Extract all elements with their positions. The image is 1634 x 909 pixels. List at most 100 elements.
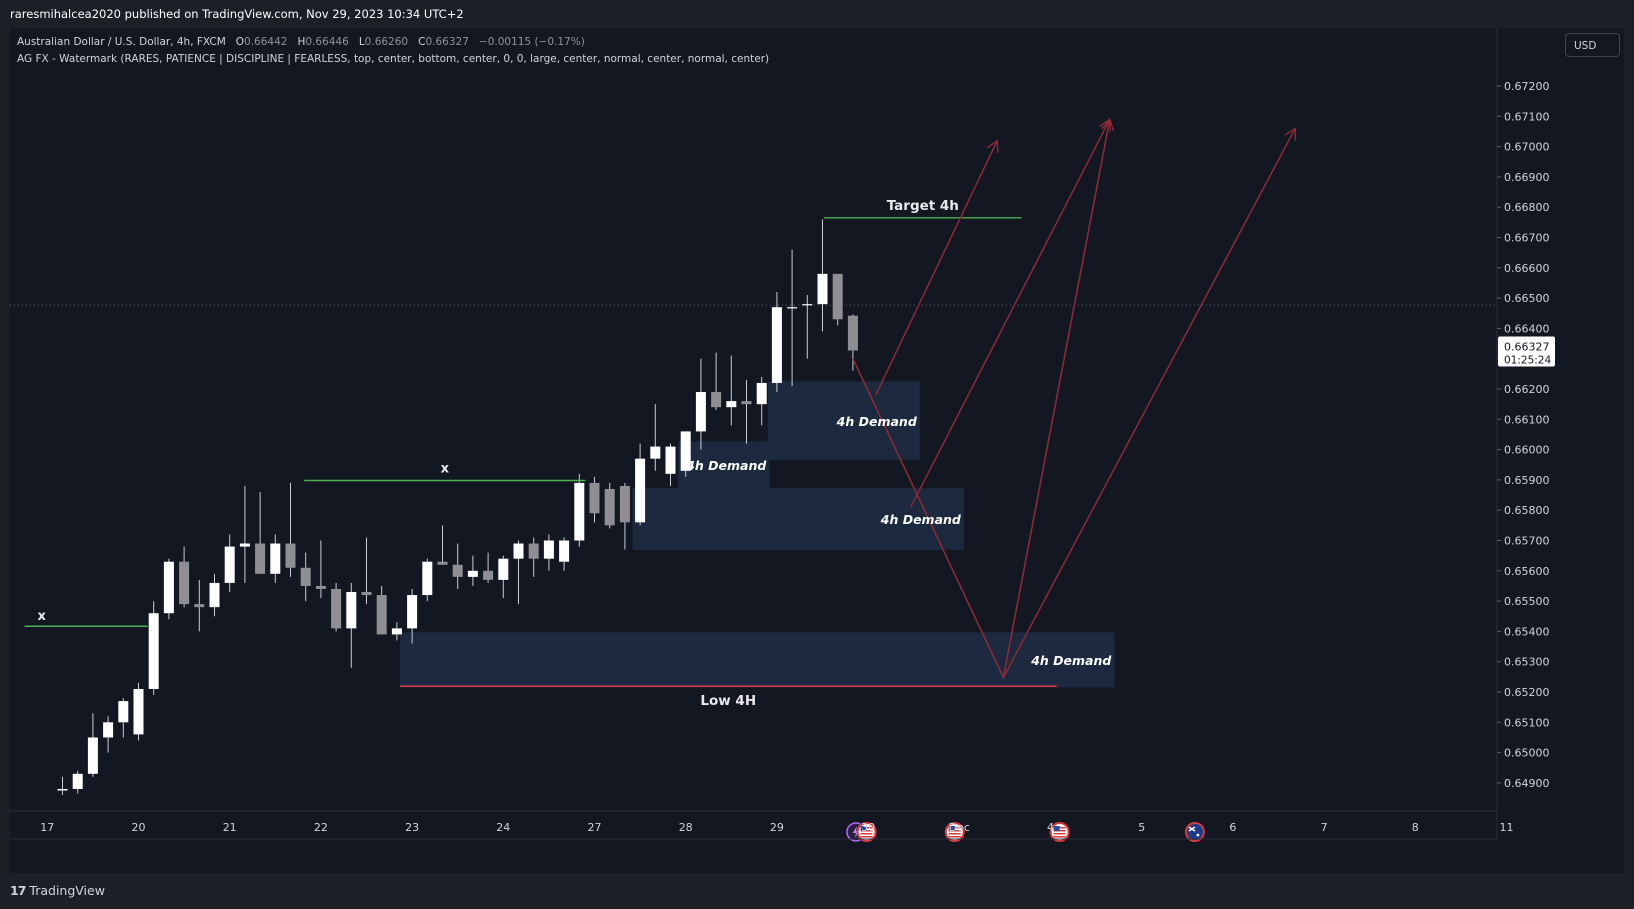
candle [559, 537, 570, 571]
candle [422, 558, 433, 602]
flag-canton [1053, 826, 1060, 831]
level-label-target: Target 4h [887, 198, 959, 214]
candle-body [650, 446, 661, 459]
price-axis: 0.67200 0.67100 0.67000 0.66900 0.66800 0.667… [1496, 28, 1550, 841]
price-tick-label: 0.65400 [1504, 625, 1550, 638]
level-label-x-lower: x [38, 609, 47, 624]
candle [391, 622, 402, 641]
candle [817, 219, 828, 332]
candle [209, 573, 220, 617]
tradingview-logo[interactable]: 17 TradingView [10, 883, 105, 898]
time-tick-label: 6 [1229, 821, 1236, 834]
candle-body [726, 401, 737, 408]
flag-canton [860, 826, 867, 831]
candle [452, 543, 463, 589]
price-tick-label: 0.65900 [1504, 474, 1550, 487]
candle-body [513, 543, 524, 559]
price-tick-label: 0.66500 [1504, 292, 1550, 305]
price-tick-label: 0.65700 [1504, 535, 1550, 548]
tradingview-mark-icon: 17 [10, 883, 26, 898]
candle-body [103, 722, 114, 738]
candle-body [787, 307, 798, 309]
close-value: 0.66327 [425, 36, 469, 48]
candle-body [331, 588, 342, 629]
lightning-bolt [852, 826, 859, 838]
candle-body [635, 458, 646, 523]
candle-body [589, 482, 600, 514]
high-label: H [297, 36, 306, 48]
candle-body [817, 273, 828, 305]
candle-body [407, 595, 418, 629]
time-tick-label: 30 [861, 821, 875, 834]
projection-arrow [1002, 128, 1295, 678]
flag-canton [948, 826, 955, 831]
price-tick-label: 0.65800 [1504, 504, 1550, 517]
flag-stripe [1053, 836, 1066, 838]
candle-body [711, 392, 722, 408]
time-tick-label: 24 [496, 821, 510, 834]
candle [513, 540, 524, 605]
candle-body [756, 382, 767, 405]
candle [498, 555, 509, 599]
chart-legend: Australian Dollar / U.S. Dollar, 4h, FXC… [17, 34, 769, 68]
candle [285, 482, 296, 577]
candle [194, 579, 205, 632]
footer: 17 TradingView [0, 873, 1634, 909]
candle-body [802, 304, 813, 306]
price-tick-label: 0.65300 [1504, 656, 1550, 669]
candle [589, 476, 600, 523]
level-label-x-upper: x [441, 462, 450, 477]
candle [741, 379, 752, 444]
price-tick-label: 0.66100 [1504, 413, 1550, 426]
candle-body [422, 561, 433, 596]
price-tick-label: 0.66600 [1504, 262, 1550, 275]
demand-zone-label: 4h Demand [880, 512, 962, 527]
projection-arrow [909, 119, 1110, 508]
time-tick-label: 21 [223, 821, 237, 834]
candle [467, 555, 478, 586]
candle-body [255, 543, 266, 574]
time-axis: 17 20 21 22 23 24 27 28 29 30 Dec 4 5 6 7 8 11 [10, 810, 1514, 840]
candle [802, 295, 813, 359]
candle-body [391, 628, 402, 635]
time-tick-label: 28 [679, 821, 693, 834]
us-flag-event-icon [856, 822, 877, 842]
demand-zone-label: 4h Demand [836, 414, 918, 429]
candle [574, 473, 585, 547]
candle [483, 552, 494, 583]
candle-body [680, 431, 691, 471]
change-value: −0.00115 (−0.17%) [478, 36, 585, 48]
price-tick-label: 0.67000 [1504, 141, 1550, 154]
high-value: 0.66446 [305, 36, 349, 48]
currency-button[interactable]: USD [1565, 33, 1620, 57]
candle [619, 482, 630, 550]
flag-stripe [1053, 833, 1066, 835]
candle [635, 443, 646, 526]
symbol-description[interactable]: Australian Dollar / U.S. Dollar, 4h, FXC… [17, 36, 226, 48]
candle [87, 713, 98, 777]
time-tick-label: 4 [1047, 821, 1054, 834]
price-tick-label: 0.65500 [1504, 595, 1550, 608]
candle-body [619, 485, 630, 523]
candle-body [467, 570, 478, 577]
demand-zone-label: 4h Demand [685, 458, 767, 473]
candle [163, 558, 174, 620]
time-tick-label: 23 [405, 821, 419, 834]
candle-body [163, 561, 174, 614]
close-label: C [418, 36, 426, 48]
candle-body [270, 543, 281, 574]
time-tick-label: 7 [1321, 821, 1328, 834]
price-tick-label: 0.65100 [1504, 716, 1550, 729]
plot-area [10, 119, 1497, 796]
indicator-row[interactable]: AG FX - Watermark (RARES, PATIENCE | DIS… [17, 53, 770, 65]
candle-body [543, 540, 554, 559]
candle-body [315, 585, 326, 589]
candle [376, 585, 387, 635]
candle-body [452, 564, 463, 577]
candle [361, 537, 372, 605]
candle-body [832, 273, 843, 320]
candle [604, 482, 615, 529]
flag-circle [1184, 822, 1205, 842]
